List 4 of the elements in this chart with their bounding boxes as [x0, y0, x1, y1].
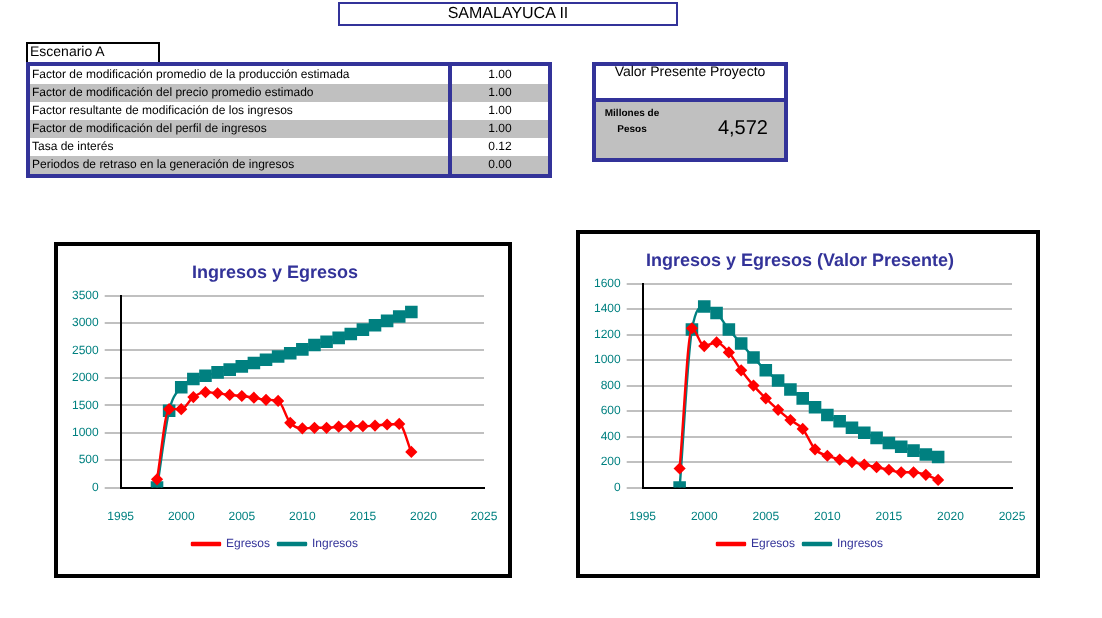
text: 4,572	[717, 118, 768, 140]
chart-title: Ingresos y Egresos	[191, 261, 359, 282]
chart-title: Ingresos y Egresos (Valor Presente)	[645, 249, 955, 270]
text: SAMALAYUCA II	[338, 2, 678, 26]
